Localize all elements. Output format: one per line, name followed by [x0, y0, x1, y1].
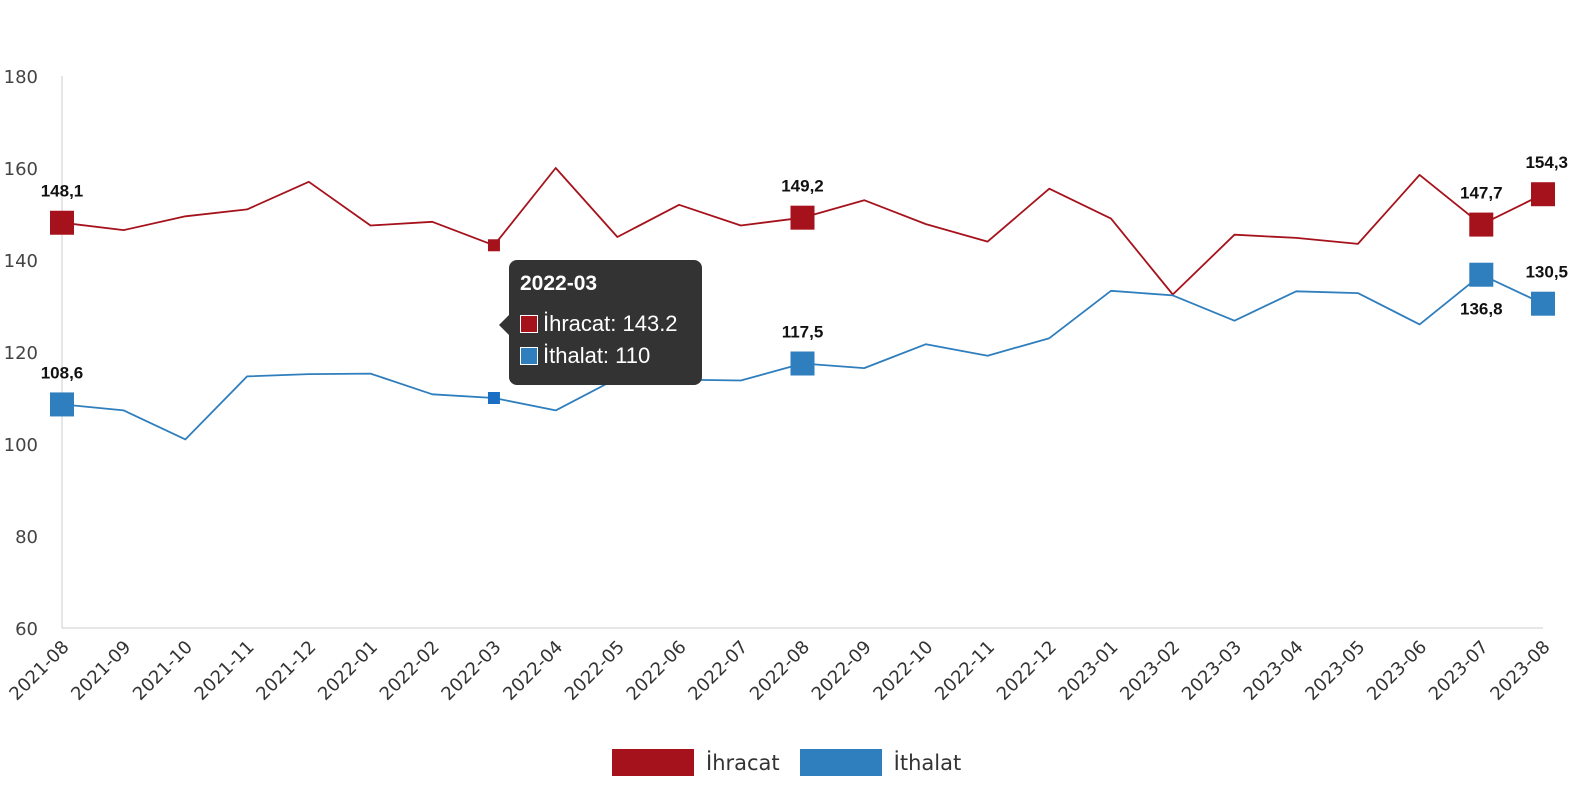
y-tick-label: 180	[4, 67, 38, 88]
x-tick-label: 2021-12	[252, 637, 320, 705]
tooltip-row-label: İhracat: 143.2	[543, 311, 678, 336]
legend-item-ihracat[interactable]: İhracat	[612, 749, 780, 776]
y-tick-label: 100	[4, 435, 38, 456]
data-label-layer: 148,1 149,2 147,7 154,3 108,6 117,5 136,8 130,5	[41, 153, 1568, 382]
x-tick-label: 2023-02	[1116, 637, 1184, 705]
data-label: 148,1	[41, 182, 84, 201]
data-label: 108,6	[41, 363, 84, 382]
legend-swatch-ithalat	[799, 749, 882, 776]
legend-label-ithalat: İthalat	[893, 750, 962, 775]
legend: İhracat İthalat	[612, 749, 981, 776]
tooltip-swatch-ihracat	[520, 315, 538, 333]
x-tick-label: 2022-07	[684, 637, 752, 705]
legend-item-ithalat[interactable]: İthalat	[799, 749, 962, 776]
data-label: 130,5	[1525, 263, 1568, 282]
x-tick-label: 2021-08	[5, 637, 73, 705]
y-tick-label: 160	[4, 159, 38, 180]
x-tick-label: 2022-12	[993, 637, 1061, 705]
data-point-marker	[50, 210, 74, 235]
x-tick-label: 2022-06	[623, 637, 691, 705]
tooltip-title: 2022-03	[520, 272, 598, 295]
axes: 60 80 100 120 140 160 180 2021-082021-092021-10…	[4, 67, 1555, 705]
tooltip-row-ihracat: İhracat: 143.2	[520, 308, 691, 340]
x-tick-label: 2023-04	[1240, 637, 1308, 705]
x-tick-label: 2021-10	[129, 637, 197, 705]
x-tick-label: 2022-01	[314, 637, 382, 705]
data-label: 136,8	[1460, 300, 1503, 319]
y-tick-label: 80	[15, 527, 38, 548]
x-tick-label: 2023-08	[1486, 637, 1554, 705]
data-label: 147,7	[1460, 184, 1503, 203]
data-point-marker	[1469, 262, 1494, 287]
x-tick-label: 2023-03	[1178, 637, 1246, 705]
hover-point-marker	[487, 239, 500, 252]
x-tick-label: 2022-11	[931, 637, 999, 705]
data-point-marker	[790, 351, 815, 376]
legend-swatch-ihracat	[612, 749, 694, 776]
tooltip-swatch-ithalat	[520, 347, 538, 365]
x-tick-label: 2022-02	[376, 637, 444, 705]
x-tick-label: 2023-05	[1301, 637, 1369, 705]
x-tick-label: 2022-09	[808, 637, 876, 705]
hover-point-marker	[487, 392, 500, 404]
x-tick-label: 2022-10	[869, 637, 937, 705]
x-tick-label: 2022-03	[437, 637, 505, 705]
series-layer	[50, 167, 1555, 441]
y-tick-label: 140	[4, 251, 38, 272]
data-label: 149,2	[781, 177, 824, 196]
x-tick-label: 2022-05	[561, 637, 629, 705]
tooltip-row-ithalat: İthalat: 110	[520, 340, 691, 372]
chart-tooltip: 2022-03 İhracat: 143.2 İthalat: 110	[499, 260, 702, 385]
x-tick-label: 2023-01	[1055, 637, 1123, 705]
x-tick-label: 2021-09	[67, 637, 135, 705]
data-point-marker	[1531, 182, 1555, 207]
y-tick-label: 120	[4, 343, 38, 364]
x-tick-label: 2022-04	[499, 637, 567, 705]
x-tick-label: 2023-07	[1425, 637, 1493, 705]
data-point-marker	[790, 205, 815, 230]
x-tick-label: 2023-06	[1363, 637, 1431, 705]
tooltip-row-label: İthalat: 110	[543, 343, 651, 368]
x-tick-label: 2021-11	[191, 637, 259, 705]
data-label: 117,5	[782, 323, 824, 342]
legend-label-ihracat: İhracat	[706, 750, 780, 775]
data-point-marker	[1531, 291, 1555, 316]
data-point-marker	[1469, 212, 1494, 237]
x-tick-label: 2022-08	[746, 637, 814, 705]
data-point-marker	[50, 392, 74, 417]
y-tick-label: 60	[15, 619, 38, 640]
data-label: 154,3	[1525, 153, 1568, 172]
